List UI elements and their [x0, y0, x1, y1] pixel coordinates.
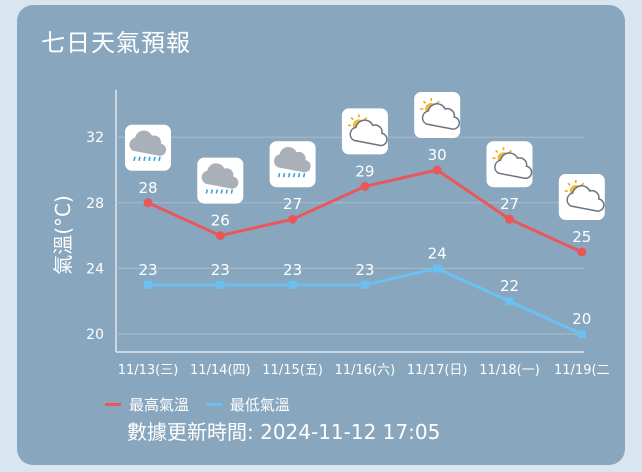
- rain-cloud-icon: [197, 157, 244, 204]
- data-label: 23: [283, 261, 302, 279]
- data-label: 25: [572, 228, 591, 246]
- legend-item-low: 最低氣溫: [205, 394, 290, 415]
- data-label: 27: [500, 195, 519, 213]
- legend-label-low: 最低氣溫: [229, 396, 290, 414]
- x-tick-label: 11/15(五): [262, 363, 323, 378]
- y-tick-label: 20: [86, 327, 104, 343]
- data-label: 22: [500, 277, 519, 295]
- update-timestamp: 數據更新時間: 2024-11-12 17:05: [127, 420, 441, 444]
- x-tick-label: 11/14(四): [190, 363, 251, 378]
- rain-cloud-icon: [125, 124, 171, 171]
- data-point: [144, 280, 152, 289]
- legend-item-high: 最高氣溫: [105, 394, 189, 415]
- data-label: 26: [211, 212, 230, 230]
- data-label: 23: [138, 261, 157, 279]
- data-point: [215, 231, 225, 241]
- sun-cloud-icon: [486, 141, 533, 188]
- data-point: [505, 297, 514, 306]
- data-point: [432, 165, 442, 175]
- data-point: [216, 280, 225, 289]
- y-tick-label: 28: [86, 196, 104, 212]
- data-label: 23: [355, 261, 374, 279]
- data-point: [505, 214, 514, 224]
- legend-swatch-high: [105, 403, 121, 406]
- data-point: [288, 214, 298, 224]
- y-axis-label: 氣溫(°C): [51, 195, 75, 275]
- data-point: [577, 330, 586, 338]
- data-label: 29: [355, 162, 374, 180]
- y-tick-label: 24: [86, 261, 104, 277]
- data-label: 20: [572, 310, 591, 328]
- data-label: 23: [211, 261, 230, 279]
- sun-cloud-icon: [414, 92, 461, 138]
- data-label: 27: [283, 195, 302, 213]
- legend-swatch-low: [205, 403, 222, 406]
- sun-cloud-icon: [341, 108, 388, 155]
- x-tick-label: 11/17(日): [407, 363, 468, 378]
- data-point: [360, 280, 369, 289]
- data-point: [143, 198, 153, 208]
- x-tick-label: 11/19(二: [554, 363, 610, 378]
- data-point: [360, 181, 370, 191]
- legend: 最高氣溫 最低氣溫: [105, 392, 302, 415]
- data-label: 28: [138, 179, 157, 197]
- data-point: [433, 264, 442, 273]
- x-tick-label: 11/16(六): [335, 363, 396, 378]
- data-point: [577, 247, 587, 257]
- rain-cloud-icon: [269, 141, 316, 188]
- legend-label-high: 最高氣溫: [129, 396, 190, 414]
- data-label: 24: [428, 244, 447, 262]
- sun-cloud-icon: [558, 174, 605, 220]
- forecast-card: 七日天氣預報: [17, 5, 625, 465]
- data-label: 30: [428, 146, 447, 164]
- card-title: 七日天氣預報: [41, 29, 191, 57]
- x-tick-label: 11/13(三): [118, 363, 179, 378]
- x-tick-label: 11/18(一): [479, 363, 540, 378]
- y-tick-label: 32: [86, 130, 104, 146]
- data-point: [288, 280, 297, 289]
